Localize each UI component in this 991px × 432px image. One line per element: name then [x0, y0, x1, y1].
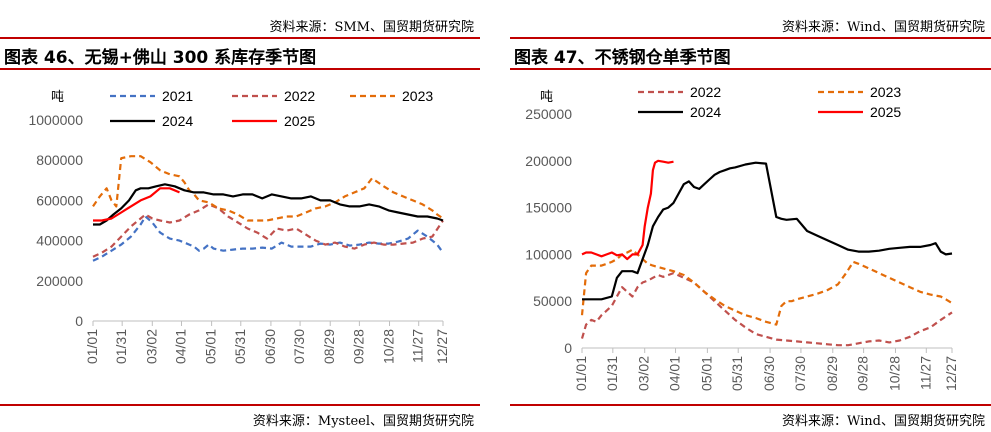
legend-label-2025: 2025: [870, 104, 901, 120]
x-tick-label: 01/01: [573, 356, 589, 391]
title-rule-bottom: [0, 68, 480, 70]
series-line-2022: [580, 272, 953, 347]
x-tick-label: 04/01: [667, 356, 683, 391]
x-tick-label: 03/02: [636, 356, 652, 391]
legend-label-2022: 2022: [690, 84, 721, 100]
x-tick-label: 08/29: [824, 356, 840, 391]
x-tick-label: 09/28: [855, 356, 871, 391]
legend-label-2022: 2022: [284, 88, 315, 104]
x-tick-label: 05/31: [729, 356, 745, 391]
legend-label-2023: 2023: [870, 84, 901, 100]
y-tick-label: 1000000: [28, 112, 83, 128]
x-tick-label: 06/30: [262, 329, 278, 364]
series-line-2023: [92, 155, 444, 222]
chart-panel-warrant: 资料来源：Wind、国贸期货研究院 图表 47、不锈钢仓单季节图 吨 0 50000…: [510, 0, 991, 432]
legend-label-2025: 2025: [284, 113, 315, 129]
y-unit-label: 吨: [540, 90, 553, 105]
x-tick-label: 01/31: [604, 356, 620, 391]
source-rule: [0, 404, 480, 406]
y-tick-label: 200000: [525, 153, 572, 169]
source-note-top: 资料来源：SMM、国贸期货研究院: [269, 20, 474, 35]
y-tick-label: 200000: [36, 273, 83, 289]
series-line-2025: [93, 187, 180, 222]
legend-label-2021: 2021: [162, 88, 193, 104]
legend-label-2024: 2024: [162, 113, 193, 129]
figure-title: 图表 46、无锡+佛山 300 系库存季节图: [4, 48, 317, 68]
chart-panel-inventory: 资料来源：SMM、国贸期货研究院 图表 46、无锡+佛山 300 系库存季节图 …: [0, 0, 480, 432]
x-tick-label: 01/01: [84, 329, 100, 364]
y-tick-label: 0: [75, 313, 83, 329]
x-tick-label: 05/01: [698, 356, 714, 391]
figure-title: 图表 47、不锈钢仓单季节图: [514, 48, 731, 68]
legend-label-2024: 2024: [690, 104, 721, 120]
x-tick-label: 05/31: [232, 329, 248, 364]
y-tick-label: 100000: [525, 246, 572, 262]
x-tick-label: 06/30: [761, 356, 777, 391]
x-tick-label: 08/29: [321, 329, 337, 364]
y-tick-label: 150000: [525, 200, 572, 216]
y-unit-label: 吨: [51, 90, 64, 105]
source-rule: [510, 404, 991, 406]
x-tick-label: 01/31: [113, 329, 129, 364]
source-note-top: 资料来源：Wind、国贸期货研究院: [782, 20, 985, 35]
x-tick-label: 05/01: [203, 329, 219, 364]
title-rule-top: [510, 37, 991, 39]
legend-label-2023: 2023: [402, 88, 433, 104]
x-tick-label: 03/02: [143, 329, 159, 364]
y-tick-label: 800000: [36, 152, 83, 168]
series-line-2024: [582, 161, 953, 301]
x-tick-label: 12/27: [434, 329, 450, 364]
series-line-2025: [581, 159, 674, 261]
source-note-bottom: 资料来源：Mysteel、国贸期货研究院: [252, 414, 474, 429]
x-tick-label: 07/30: [792, 356, 808, 391]
x-tick-label: 11/27: [917, 356, 933, 390]
source-note-bottom: 资料来源：Wind、国贸期货研究院: [782, 414, 985, 429]
y-tick-label: 0: [564, 340, 572, 356]
title-rule-bottom: [510, 68, 991, 70]
y-tick-label: 50000: [533, 293, 572, 309]
x-tick-label: 07/30: [291, 329, 307, 364]
y-tick-label: 400000: [36, 233, 83, 249]
x-tick-label: 12/27: [943, 356, 959, 391]
x-tick-label: 11/27: [410, 329, 426, 363]
x-tick-label: 09/28: [350, 329, 366, 364]
series-line-2024: [93, 183, 444, 226]
series-line-2021: [92, 215, 444, 262]
title-rule-top: [0, 37, 480, 39]
warrant-chart: 吨 0 50000 100000 150000 200000 250000 01/01 01/3…: [525, 84, 959, 391]
inventory-chart: 吨 0 200000 400000 600000 800000 1000000 01/01 01…: [28, 88, 450, 364]
x-tick-label: 04/01: [172, 329, 188, 364]
y-tick-label: 600000: [36, 192, 83, 208]
x-tick-label: 10/28: [886, 356, 902, 391]
x-tick-label: 10/28: [381, 329, 397, 364]
y-tick-label: 250000: [525, 106, 572, 122]
series-line-2022: [92, 203, 444, 258]
